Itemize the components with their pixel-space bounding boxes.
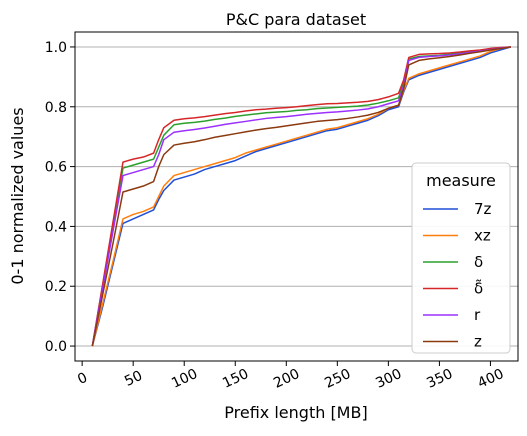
series-line-xz	[91, 46, 511, 347]
y-tick-label: 0.2	[45, 279, 67, 295]
y-tick-label: 0.4	[45, 219, 67, 235]
legend-entries: 7z xz δ δ̃ rz	[423, 200, 492, 351]
x-tick-label: 300	[373, 366, 404, 392]
x-tick-label: 50	[122, 368, 145, 390]
y-tick-label: 0.6	[45, 160, 67, 176]
x-tick-label: 150	[220, 366, 251, 392]
y-tick-label: 0.0	[45, 339, 67, 355]
chart-title: P&C para dataset	[226, 10, 366, 29]
y-tick-label: 0.8	[45, 100, 67, 116]
series-line-z	[91, 46, 511, 347]
legend: measure 7z xz δ δ̃ rz	[411, 162, 511, 354]
y-tick-label: 1.0	[45, 40, 67, 56]
y-axis-label: 0-1 normalized values	[8, 107, 27, 284]
legend-label-xz: xz	[474, 227, 491, 245]
x-tick-label: 100	[169, 366, 200, 392]
x-axis-label: Prefix length [MB]	[224, 403, 367, 422]
series-line-7z	[91, 46, 512, 347]
x-tick-label: 250	[322, 366, 353, 392]
x-tick-label: 400	[475, 366, 506, 392]
legend-label-delta-tilde: δ̃	[474, 279, 483, 298]
series-line-delta-tilde	[91, 46, 511, 347]
x-tick-label: 200	[271, 366, 302, 392]
y-ticks: 0.0 0.2 0.4 0.6 0.8 1.0	[45, 40, 75, 355]
legend-title: measure	[426, 171, 496, 190]
legend-label-r: r	[474, 306, 481, 324]
series-line-r	[91, 46, 511, 347]
x-tick-label: 350	[424, 366, 455, 392]
x-ticks: 0 50 100 150 200 250 300 350 400	[75, 361, 506, 392]
legend-label-7z: 7z	[474, 200, 492, 218]
x-tick-label: 0	[75, 370, 90, 388]
plot-frame	[74, 31, 519, 362]
legend-box	[411, 162, 511, 354]
series-layer	[91, 46, 512, 347]
legend-label-z: z	[474, 333, 482, 351]
legend-label-delta: δ	[474, 253, 483, 271]
